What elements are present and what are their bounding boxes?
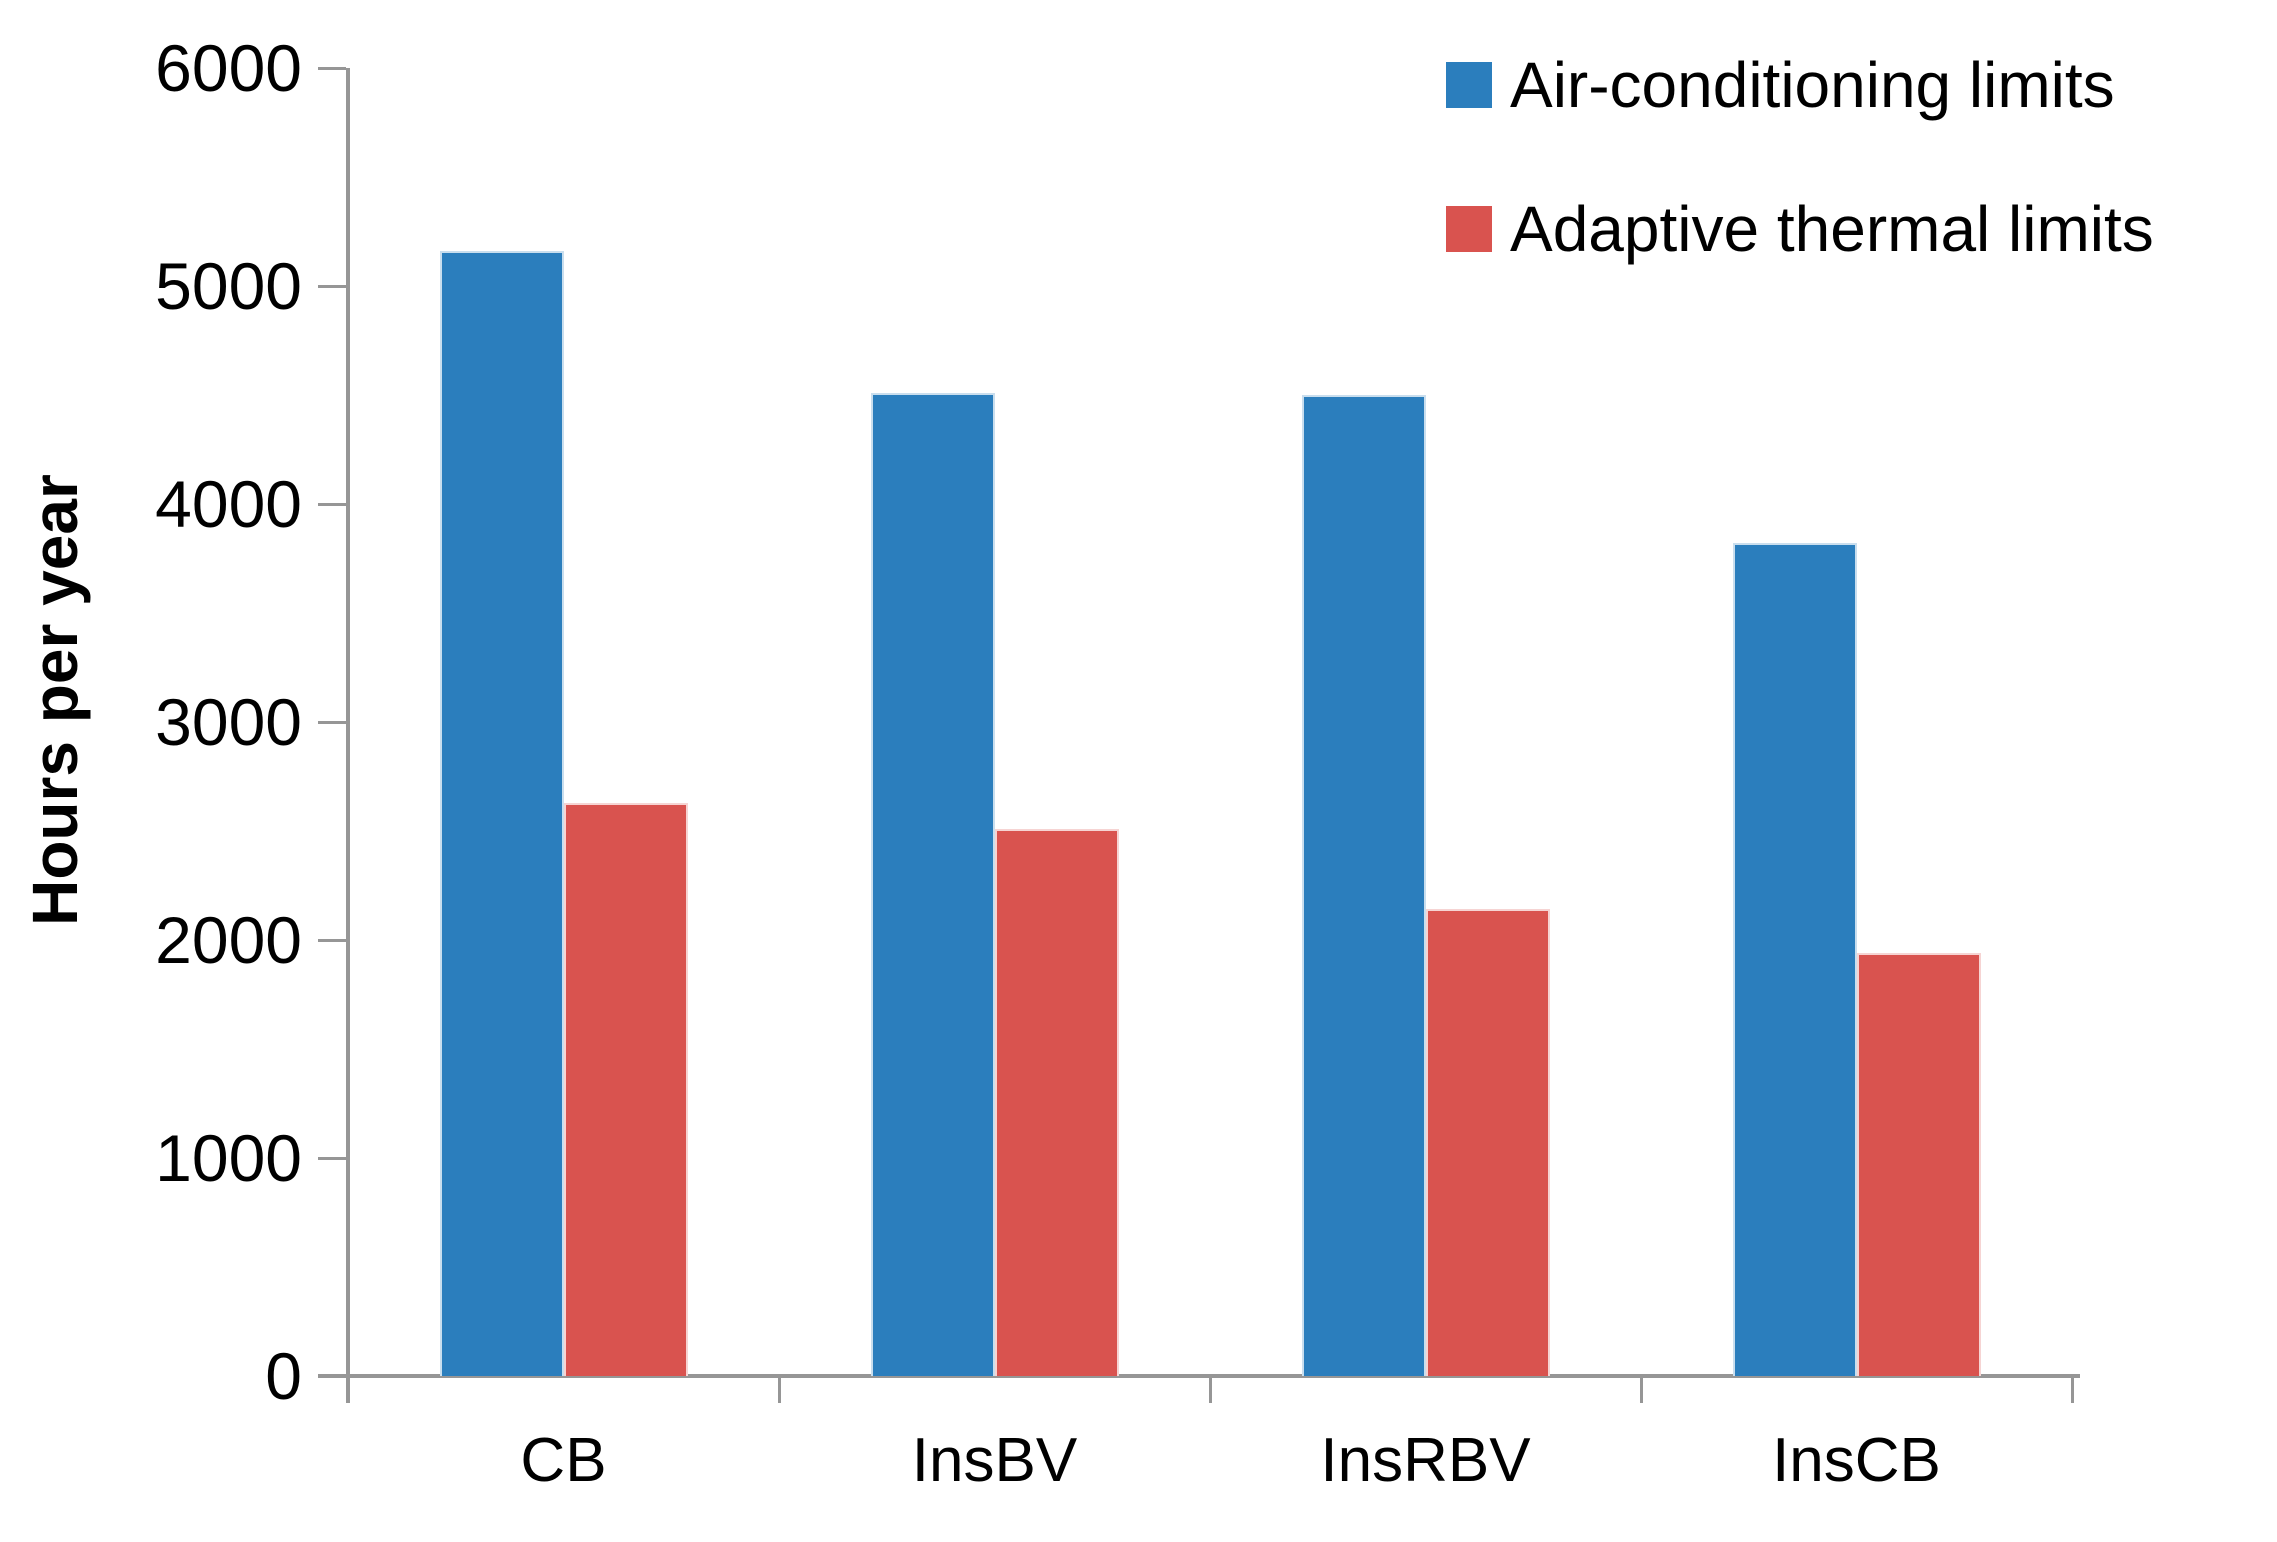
- legend-swatch-blue: [1446, 62, 1492, 108]
- bar-InsRBV-air-conditioning: [1301, 395, 1426, 1376]
- legend-swatch-red: [1446, 206, 1492, 252]
- bar-InsRBV-adaptive-thermal: [1425, 909, 1550, 1376]
- y-tick-mark: [318, 939, 346, 942]
- legend-label: Air-conditioning limits: [1510, 49, 2115, 121]
- plot-area: 0 1000 2000 3000 4000 5000 6000 CB InsBV InsRBV I…: [155, 35, 2080, 1492]
- y-tick-label: 2000: [155, 903, 302, 977]
- y-tick-label: 1000: [155, 1121, 302, 1195]
- y-tick-label: 6000: [155, 31, 302, 105]
- y-tick-mark: [318, 721, 346, 724]
- bar-InsBV-adaptive-thermal: [994, 828, 1119, 1376]
- legend-item-air-conditioning: Air-conditioning limits: [1446, 53, 2154, 117]
- bar-CB-adaptive-thermal: [563, 802, 688, 1376]
- bar-InsCB-adaptive-thermal: [1856, 953, 1981, 1376]
- y-tick-mark: [318, 67, 346, 70]
- x-axis-line: [318, 1374, 2080, 1378]
- y-tick-mark: [318, 503, 346, 506]
- x-category-label: InsBV: [911, 1426, 1078, 1495]
- y-axis-title: Hours per year: [19, 474, 91, 926]
- legend-item-adaptive-thermal: Adaptive thermal limits: [1446, 197, 2154, 261]
- y-tick-mark: [318, 1375, 346, 1378]
- x-tick-mark: [347, 1376, 350, 1403]
- y-tick-label: 0: [265, 1339, 302, 1413]
- y-tick-label: 5000: [155, 249, 302, 323]
- x-category-label: InsRBV: [1320, 1426, 1531, 1495]
- y-tick-label: 4000: [155, 467, 302, 541]
- x-tick-mark: [2071, 1376, 2074, 1403]
- x-tick-mark: [1640, 1376, 1643, 1403]
- legend: Air-conditioning limits Adaptive thermal…: [1446, 53, 2154, 341]
- y-axis-line: [346, 68, 350, 1403]
- legend-label: Adaptive thermal limits: [1510, 193, 2154, 265]
- x-tick-mark: [778, 1376, 781, 1403]
- x-category-label: InsCB: [1772, 1426, 1941, 1495]
- bar-InsCB-air-conditioning: [1732, 543, 1857, 1376]
- x-tick-mark: [1209, 1376, 1212, 1403]
- y-tick-mark: [318, 285, 346, 288]
- bar-CB-air-conditioning: [439, 251, 564, 1376]
- x-category-label: CB: [520, 1426, 607, 1495]
- y-tick-mark: [318, 1157, 346, 1160]
- bar-InsBV-air-conditioning: [870, 392, 995, 1376]
- y-tick-label: 3000: [155, 685, 302, 759]
